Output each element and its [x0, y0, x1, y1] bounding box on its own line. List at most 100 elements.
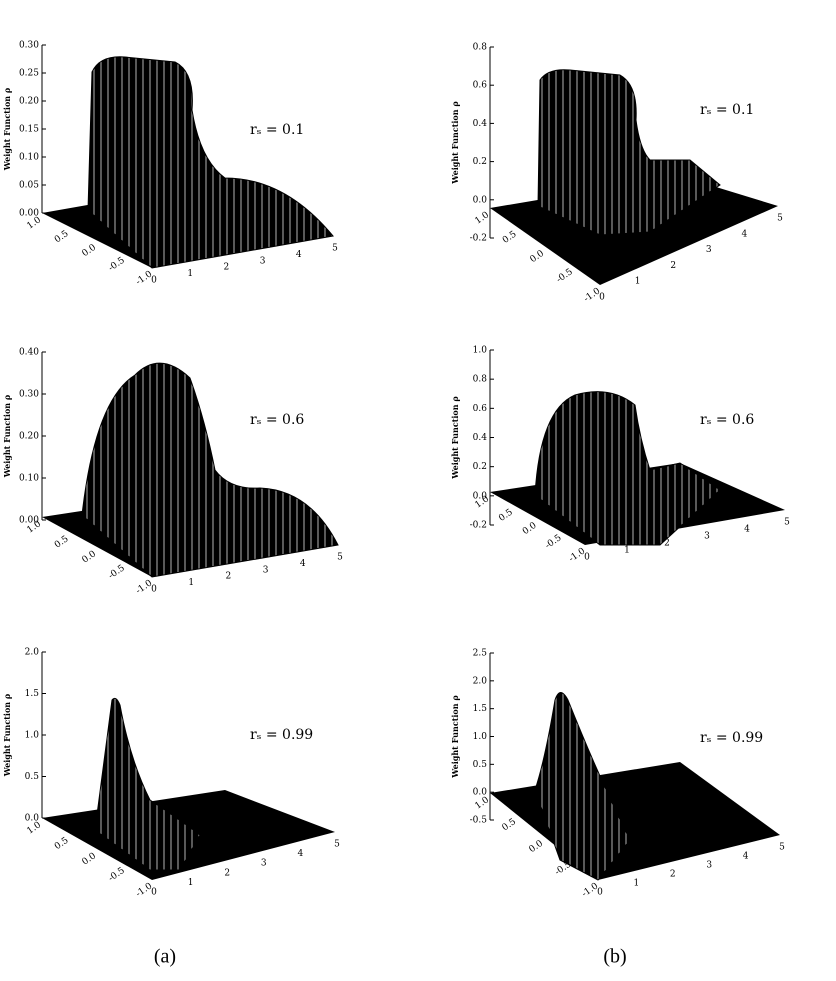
x-tick-label: 2 — [664, 539, 670, 549]
x-tick-label: 1 — [188, 578, 194, 588]
y-tick-label: 0.0 — [529, 249, 547, 266]
x-tick-label: 2 — [670, 870, 676, 880]
x-tick-label: 5 — [784, 518, 790, 528]
annotation: rₛ = 0.1 — [700, 102, 754, 118]
z-axis-label: Weight Function ρ — [2, 395, 12, 478]
x-tick-label: 4 — [742, 229, 748, 239]
caption: (a) — [154, 946, 176, 968]
x-tick-label: 5 — [779, 843, 785, 853]
y-tick-label: 0.0 — [81, 243, 99, 260]
surface — [534, 692, 631, 881]
z-axis-label: Weight Function ρ — [2, 694, 12, 777]
y-tick-label: 0.5 — [53, 836, 71, 853]
x-tick-label: 1 — [188, 878, 194, 888]
caption: (b) — [603, 946, 626, 968]
annotation: rₛ = 0.99 — [700, 730, 763, 746]
z-tick-label: -0.2 — [470, 234, 487, 244]
x-tick-label: 0 — [151, 888, 157, 898]
x-tick-label: 3 — [260, 256, 266, 266]
y-tick-label: 1.0 — [474, 210, 492, 227]
z-tick-label: 0.30 — [19, 390, 39, 400]
y-tick-label: 0.0 — [521, 521, 539, 538]
annotation: rₛ = 0.6 — [700, 412, 754, 428]
x-tick-label: 3 — [261, 859, 267, 869]
z-tick-label: 0.4 — [473, 433, 488, 443]
z-tick-label: 0.30 — [19, 41, 39, 51]
x-tick-label: 0 — [599, 293, 605, 303]
y-tick-label: 0.5 — [53, 534, 71, 551]
x-tick-label: 3 — [263, 565, 269, 575]
y-tick-label: 0.0 — [528, 839, 546, 856]
surface — [537, 69, 721, 236]
y-tick-label: 0.5 — [501, 229, 519, 246]
z-tick-label: 1.5 — [473, 704, 488, 714]
x-tick-label: 1 — [187, 269, 193, 279]
x-tick-label: 4 — [743, 852, 749, 862]
floor — [490, 762, 780, 880]
annotation: rₛ = 0.99 — [250, 727, 313, 743]
y-tick-label: -0.5 — [107, 255, 127, 273]
z-tick-label: 0.0 — [25, 814, 40, 824]
z-tick-label: 2.5 — [473, 649, 488, 659]
z-tick-label: 0.8 — [473, 43, 488, 53]
z-tick-label: 0.5 — [25, 772, 40, 782]
z-tick-label: 1.5 — [25, 689, 40, 699]
z-axis-label: Weight Function ρ — [450, 396, 460, 479]
surface — [534, 391, 721, 546]
x-tick-label: 2 — [226, 572, 232, 582]
x-tick-label: 4 — [296, 250, 302, 260]
z-tick-label: 0.5 — [473, 760, 488, 770]
z-tick-label: 0.20 — [19, 432, 39, 442]
z-tick-label: 0.20 — [19, 97, 39, 107]
z-tick-label: 0.4 — [473, 119, 488, 129]
surface — [81, 362, 339, 578]
z-tick-label: 0.6 — [473, 404, 488, 414]
y-tick-label: 0.5 — [497, 507, 515, 524]
y-tick-label: -0.5 — [107, 866, 127, 884]
z-axis-label: Weight Function ρ — [450, 695, 460, 778]
z-tick-label: 2.0 — [473, 676, 488, 686]
y-tick-label: 0.0 — [81, 851, 99, 868]
z-tick-label: 0.2 — [473, 462, 487, 472]
z-tick-label: -0.5 — [470, 816, 488, 826]
annotation: rₛ = 0.1 — [250, 122, 304, 138]
surface — [94, 697, 201, 871]
z-tick-label: 0.0 — [473, 788, 488, 798]
x-tick-label: 2 — [224, 868, 230, 878]
x-tick-label: 4 — [300, 559, 306, 569]
x-tick-label: 4 — [298, 849, 304, 859]
z-tick-label: -0.2 — [470, 521, 487, 531]
z-tick-label: 1.0 — [25, 731, 40, 741]
x-tick-label: 1 — [624, 546, 630, 556]
z-tick-label: 0.25 — [19, 69, 39, 79]
x-tick-label: 3 — [706, 861, 712, 871]
y-tick-label: -0.5 — [544, 533, 564, 551]
x-tick-label: 3 — [704, 532, 710, 542]
annotation: rₛ = 0.6 — [250, 412, 304, 428]
x-tick-label: 2 — [670, 261, 676, 271]
y-tick-label: 0.5 — [53, 229, 71, 246]
z-tick-label: 0.10 — [19, 474, 39, 484]
x-tick-label: 5 — [777, 214, 783, 224]
z-tick-label: 2.0 — [25, 648, 40, 658]
z-tick-label: 0.05 — [19, 181, 39, 191]
y-tick-label: -0.5 — [107, 563, 127, 581]
x-tick-label: 4 — [744, 525, 750, 535]
x-tick-label: 3 — [706, 245, 712, 255]
x-tick-label: 5 — [337, 553, 343, 563]
x-tick-label: 0 — [597, 888, 603, 898]
y-tick-label: 0.5 — [501, 817, 519, 834]
x-tick-label: 0 — [151, 276, 157, 286]
x-tick-label: 5 — [334, 840, 340, 850]
z-tick-label: 0.15 — [19, 125, 39, 135]
z-axis-label: Weight Function ρ — [2, 88, 12, 171]
x-tick-label: 0 — [151, 585, 157, 595]
z-tick-label: 0.00 — [19, 209, 39, 219]
z-tick-label: 0.0 — [473, 195, 488, 205]
z-tick-label: 0.10 — [19, 153, 39, 163]
z-tick-label: 0.0 — [473, 491, 488, 501]
y-tick-label: 0.0 — [81, 549, 99, 566]
y-tick-label: -0.5 — [555, 267, 575, 285]
z-tick-label: 1.0 — [473, 346, 488, 356]
